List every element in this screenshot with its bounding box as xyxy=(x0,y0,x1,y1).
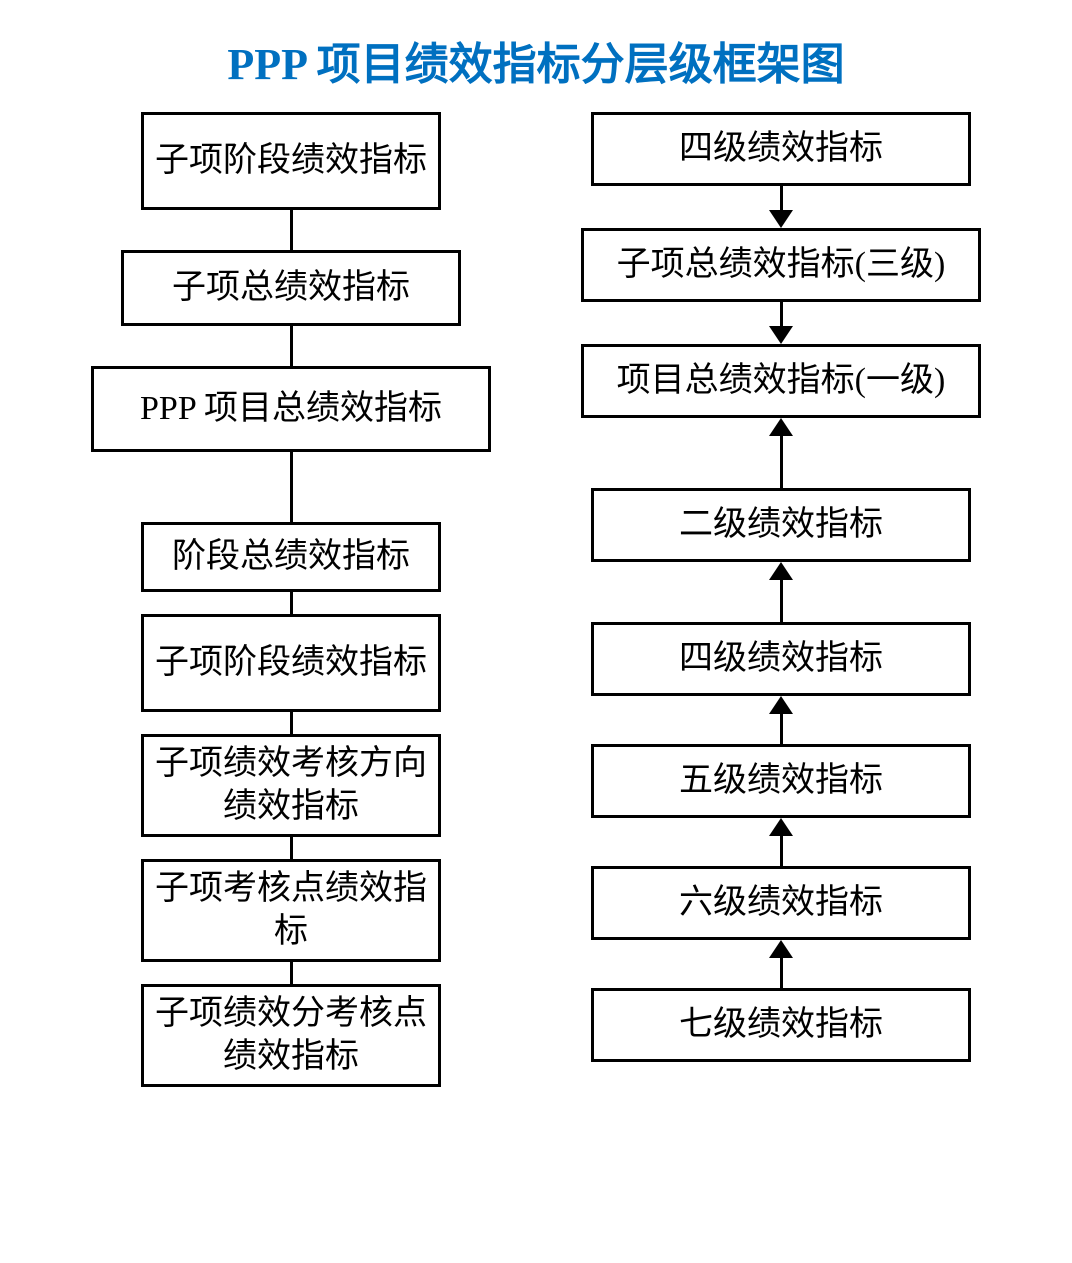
left-node-l3: PPP 项目总绩效指标 xyxy=(91,366,491,452)
right-node-r8: 七级绩效指标 xyxy=(591,988,971,1062)
arrowhead-up-icon xyxy=(769,418,793,436)
right-node-r3: 项目总绩效指标(一级) xyxy=(581,344,981,418)
left-column: 子项阶段绩效指标子项总绩效指标PPP 项目总绩效指标阶段总绩效指标子项阶段绩效指… xyxy=(91,112,491,1087)
right-column: 四级绩效指标子项总绩效指标(三级) 项目总绩效指标(一级) 二级绩效指标四级绩效指标… xyxy=(581,112,981,1087)
diagram-title: PPP 项目绩效指标分层级框架图 xyxy=(0,0,1072,112)
left-connector-2 xyxy=(290,452,293,522)
arrowhead-down-icon xyxy=(769,326,793,344)
left-node-l2: 子项总绩效指标 xyxy=(121,250,461,326)
left-connector-5 xyxy=(290,837,293,859)
left-connector-1 xyxy=(290,326,293,366)
right-connector-2 xyxy=(769,418,793,488)
right-node-r6: 五级绩效指标 xyxy=(591,744,971,818)
left-node-l7: 子项考核点绩效指标 xyxy=(141,859,441,962)
arrowhead-down-icon xyxy=(769,210,793,228)
left-connector-3 xyxy=(290,592,293,614)
arrowhead-up-icon xyxy=(769,696,793,714)
right-connector-3 xyxy=(769,562,793,622)
right-connector-0 xyxy=(769,186,793,228)
right-node-r5: 四级绩效指标 xyxy=(591,622,971,696)
right-node-r2: 子项总绩效指标(三级) xyxy=(581,228,981,302)
left-connector-6 xyxy=(290,962,293,984)
left-connector-4 xyxy=(290,712,293,734)
left-node-l1: 子项阶段绩效指标 xyxy=(141,112,441,210)
arrowhead-up-icon xyxy=(769,562,793,580)
right-node-r1: 四级绩效指标 xyxy=(591,112,971,186)
right-connector-4 xyxy=(769,696,793,744)
right-connector-5 xyxy=(769,818,793,866)
left-node-l5: 子项阶段绩效指标 xyxy=(141,614,441,712)
right-node-r7: 六级绩效指标 xyxy=(591,866,971,940)
left-connector-0 xyxy=(290,210,293,250)
right-connector-6 xyxy=(769,940,793,988)
right-node-r4: 二级绩效指标 xyxy=(591,488,971,562)
right-connector-1 xyxy=(769,302,793,344)
arrowhead-up-icon xyxy=(769,818,793,836)
left-node-l4: 阶段总绩效指标 xyxy=(141,522,441,592)
left-node-l8: 子项绩效分考核点绩效指标 xyxy=(141,984,441,1087)
left-node-l6: 子项绩效考核方向绩效指标 xyxy=(141,734,441,837)
arrowhead-up-icon xyxy=(769,940,793,958)
columns-container: 子项阶段绩效指标子项总绩效指标PPP 项目总绩效指标阶段总绩效指标子项阶段绩效指… xyxy=(0,112,1072,1087)
